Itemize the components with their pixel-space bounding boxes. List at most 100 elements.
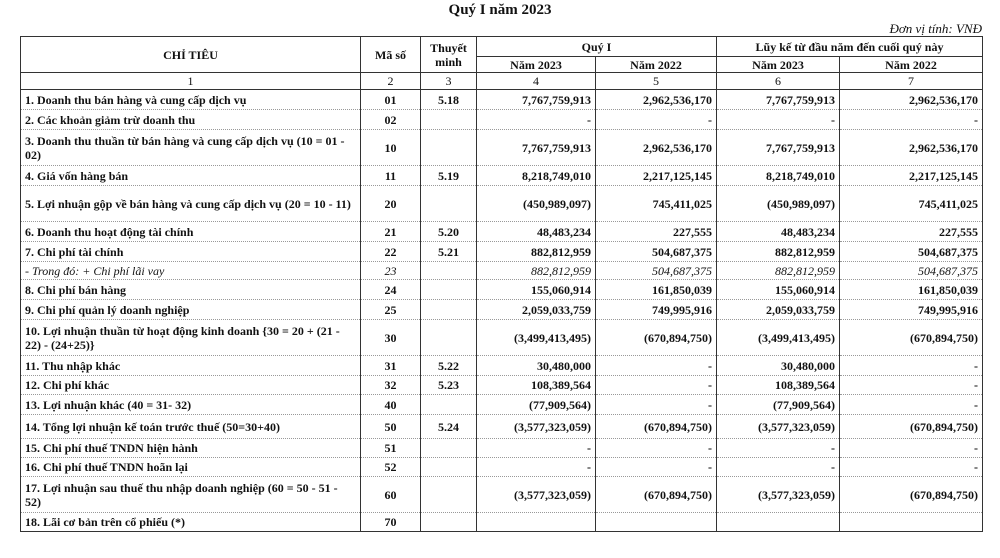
row-quy-2022: 745,411,025	[595, 185, 717, 222]
row-name: 14. Tổng lợi nhuận kế toán trước thuế (5…	[20, 414, 361, 439]
row-name: 4. Giá vốn hàng bán	[20, 165, 361, 186]
row-code: 50	[360, 414, 421, 439]
row-quy-2023: 30,480,000	[476, 355, 596, 376]
row-note	[420, 279, 477, 300]
row-code: 70	[360, 512, 421, 532]
row-luyke-2023: (3,499,413,495)	[716, 319, 840, 356]
row-quy-2023: (450,989,097)	[476, 185, 596, 222]
row-note: 5.20	[420, 221, 477, 242]
row-quy-2022: -	[595, 355, 717, 376]
row-quy-2023: 108,389,564	[476, 375, 596, 395]
row-code: 22	[360, 241, 421, 262]
row-name: 7. Chi phí tài chính	[20, 241, 361, 262]
col-number: 3	[420, 72, 477, 90]
row-code: 10	[360, 129, 421, 166]
row-quy-2023: 7,767,759,913	[476, 129, 596, 166]
row-note	[420, 512, 477, 532]
row-luyke-2023: 882,812,959	[716, 261, 840, 280]
table-row: 13. Lợi nhuận khác (40 = 31- 32) 40 (77,90…	[20, 394, 984, 415]
row-luyke-2022: 227,555	[838, 221, 984, 242]
table-row: 8. Chi phí bán hàng 24 155,060,914 161,850,…	[20, 279, 984, 300]
row-luyke-2022: 161,850,039	[838, 279, 984, 300]
header-luyke-nam-2022: Năm 2022	[838, 56, 984, 73]
col-number: 1	[20, 72, 361, 90]
row-luyke-2023: 108,389,564	[716, 375, 840, 395]
row-name: 9. Chi phí quản lý doanh nghiệp	[20, 299, 361, 320]
row-quy-2022	[595, 512, 717, 532]
row-name: 1. Doanh thu bán hàng và cung cấp dịch v…	[20, 89, 361, 110]
row-quy-2023: (3,577,323,059)	[476, 414, 596, 439]
table-row: 7. Chi phí tài chính 22 5.21 882,812,959 504…	[20, 241, 984, 262]
header-chi-tieu: CHỈ TIÊU	[20, 36, 361, 73]
row-name: 16. Chi phí thuế TNDN hoãn lại	[20, 457, 361, 477]
row-name: 2. Các khoản giảm trừ doanh thu	[20, 109, 361, 130]
row-luyke-2022	[838, 512, 984, 532]
row-code: 02	[360, 109, 421, 130]
col-number: 5	[595, 72, 717, 90]
row-luyke-2023: 2,059,033,759	[716, 299, 840, 320]
unit-label: Đơn vị tính: VNĐ	[889, 21, 982, 36]
row-quy-2022: -	[595, 457, 717, 477]
row-quy-2023: -	[476, 438, 596, 458]
row-name: 12. Chi phí khác	[20, 375, 361, 395]
row-quy-2022: -	[595, 375, 717, 395]
row-note: 5.18	[420, 89, 477, 110]
row-name: 11. Thu nhập khác	[20, 355, 361, 376]
row-note: 5.21	[420, 241, 477, 262]
row-luyke-2022: 2,962,536,170	[838, 129, 984, 166]
col-number: 7	[838, 72, 984, 90]
table-row: 4. Giá vốn hàng bán 11 5.19 8,218,749,010 2,…	[20, 165, 984, 186]
header-luyke-nam-2023: Năm 2023	[716, 56, 840, 73]
table-row: 17. Lợi nhuận sau thuế thu nhập doanh ng…	[20, 476, 984, 513]
row-luyke-2023: -	[716, 457, 840, 477]
row-quy-2022: 2,217,125,145	[595, 165, 717, 186]
row-quy-2023: (3,577,323,059)	[476, 476, 596, 513]
row-code: 51	[360, 438, 421, 458]
row-note: 5.22	[420, 355, 477, 376]
row-luyke-2023: 155,060,914	[716, 279, 840, 300]
row-luyke-2022: (670,894,750)	[838, 414, 984, 439]
row-name: 3. Doanh thu thuần từ bán hàng và cung c…	[20, 129, 361, 166]
col-number: 2	[360, 72, 421, 90]
row-quy-2023: 7,767,759,913	[476, 89, 596, 110]
row-code: 31	[360, 355, 421, 376]
row-note	[420, 438, 477, 458]
header-luy-ke: Lũy kế từ đầu năm đến cuối quý này	[715, 36, 984, 57]
row-quy-2022: 2,962,536,170	[595, 89, 717, 110]
row-quy-2023: (3,499,413,495)	[476, 319, 596, 356]
row-luyke-2023: 7,767,759,913	[716, 89, 840, 110]
row-luyke-2023: 30,480,000	[716, 355, 840, 376]
row-quy-2022: (670,894,750)	[595, 414, 717, 439]
row-name: 6. Doanh thu hoạt động tài chính	[20, 221, 361, 242]
row-name: - Trong đó: + Chi phí lãi vay	[20, 261, 361, 280]
row-code: 60	[360, 476, 421, 513]
row-quy-2023: 155,060,914	[476, 279, 596, 300]
row-code: 24	[360, 279, 421, 300]
table-row: 11. Thu nhập khác 31 5.22 30,480,000-30,480…	[20, 355, 984, 376]
row-quy-2022: 227,555	[595, 221, 717, 242]
row-code: 01	[360, 89, 421, 110]
row-note	[420, 109, 477, 130]
report-title: Quý I năm 2023	[448, 2, 552, 18]
table-row: 3. Doanh thu thuần từ bán hàng và cung c…	[20, 129, 984, 166]
row-note	[420, 129, 477, 166]
col-number: 4	[476, 72, 596, 90]
row-code: 20	[360, 185, 421, 222]
row-quy-2023: 2,059,033,759	[476, 299, 596, 320]
table-row: 12. Chi phí khác 32 5.23 108,389,564-108,38…	[20, 375, 984, 395]
row-code: 32	[360, 375, 421, 395]
row-luyke-2023	[716, 512, 840, 532]
table-row: 14. Tổng lợi nhuận kế toán trước thuế (5…	[20, 414, 984, 439]
row-quy-2023: -	[476, 457, 596, 477]
row-quy-2022: (670,894,750)	[595, 319, 717, 356]
row-quy-2022: 504,687,375	[595, 261, 717, 280]
row-luyke-2023: 7,767,759,913	[716, 129, 840, 166]
row-luyke-2023: (3,577,323,059)	[716, 476, 840, 513]
row-luyke-2022: (670,894,750)	[838, 476, 984, 513]
row-name: 17. Lợi nhuận sau thuế thu nhập doanh ng…	[20, 476, 361, 513]
row-quy-2023: 882,812,959	[476, 261, 596, 280]
row-code: 52	[360, 457, 421, 477]
row-code: 40	[360, 394, 421, 415]
row-luyke-2023: (450,989,097)	[716, 185, 840, 222]
row-luyke-2023: 48,483,234	[716, 221, 840, 242]
